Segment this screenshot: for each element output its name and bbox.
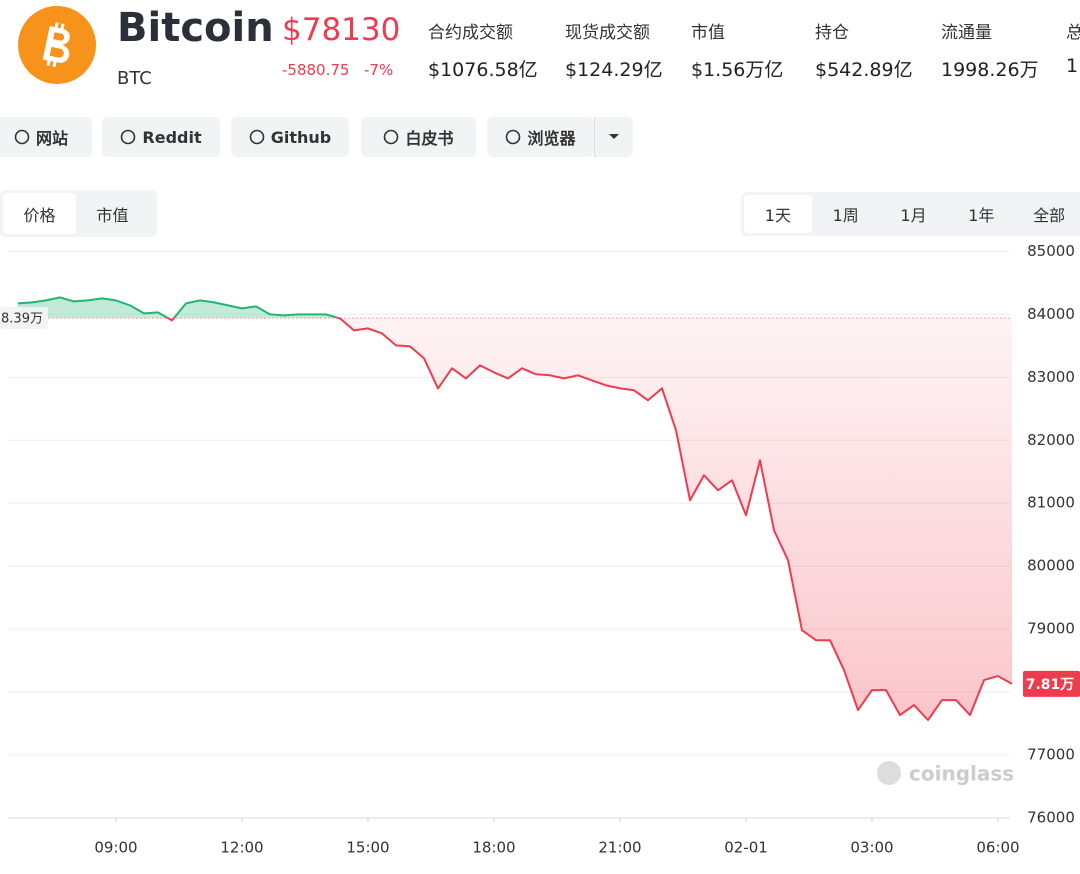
y-tick-label: 79000 xyxy=(1027,620,1075,638)
stat-label: 持仓 xyxy=(815,23,849,43)
watermark-icon xyxy=(877,761,901,785)
y-tick-label: 82000 xyxy=(1027,431,1075,449)
reference-badge xyxy=(0,307,48,330)
stat-value: $1076.58亿 xyxy=(428,59,538,81)
link-icon xyxy=(14,129,30,145)
range-tab[interactable]: 1年 xyxy=(968,206,995,225)
watermark: coinglass xyxy=(909,762,1014,786)
link-label: Github xyxy=(270,127,332,147)
price: $78130 xyxy=(282,12,401,48)
stat-label: 现货成交额 xyxy=(565,23,650,43)
x-tick-label: 12:00 xyxy=(220,839,263,857)
link-button[interactable]: 浏览器 xyxy=(487,117,594,157)
y-tick-label: 77000 xyxy=(1027,746,1075,764)
price-change-pct: -7% xyxy=(364,61,394,79)
x-tick-label: 21:00 xyxy=(598,839,641,857)
y-tick-label: 80000 xyxy=(1027,557,1075,575)
link-button[interactable]: Github xyxy=(231,117,349,157)
stat-value: $1.56万亿 xyxy=(691,59,784,81)
coin-symbol: BTC xyxy=(117,68,152,89)
link-label: 白皮书 xyxy=(405,129,454,148)
last-price-badge xyxy=(1023,670,1080,697)
stat-label: 总 xyxy=(1066,23,1080,43)
range-tab[interactable]: 1周 xyxy=(832,206,859,225)
y-tick-label: 81000 xyxy=(1027,494,1075,512)
stat-value: 1998.26万 xyxy=(941,59,1039,81)
link-icon xyxy=(121,129,136,145)
price-line xyxy=(17,296,1013,721)
link-label: 网站 xyxy=(35,129,68,148)
view-tab[interactable]: 市值 xyxy=(96,205,129,225)
y-tick-label: 84000 xyxy=(1027,305,1075,323)
reference-label: 8.39万 xyxy=(1,312,43,327)
stat-label: 合约成交额 xyxy=(428,23,513,43)
stat-label: 流通量 xyxy=(941,23,992,43)
price-change: -5880.75 xyxy=(282,61,350,79)
link-icon xyxy=(506,129,521,145)
x-tick-label: 15:00 xyxy=(346,839,389,857)
y-tick-label: 83000 xyxy=(1027,368,1075,386)
link-label: 浏览器 xyxy=(527,129,576,148)
link-button[interactable]: 网站 xyxy=(0,117,92,157)
range-tab[interactable]: 全部 xyxy=(1033,206,1066,225)
caret xyxy=(609,134,619,139)
stat-value: $542.89亿 xyxy=(815,59,913,81)
link-icon xyxy=(384,129,399,145)
y-tick-label: 85000 xyxy=(1027,242,1075,260)
area xyxy=(18,297,1012,720)
y-tick-label: 76000 xyxy=(1027,809,1075,827)
range-tab[interactable]: 1月 xyxy=(900,206,927,225)
stat-label: 市值 xyxy=(691,23,725,43)
link-label: Reddit xyxy=(142,127,202,147)
x-tick-label: 06:00 xyxy=(976,839,1019,857)
x-tick-label: 02-01 xyxy=(724,839,768,857)
link-icon xyxy=(249,129,265,145)
x-tick-label: 18:00 xyxy=(472,839,515,857)
stat-value: $124.29亿 xyxy=(565,59,663,81)
range-tabs: 1天 1周 1月 1年 全部 xyxy=(741,192,1080,236)
coin-logo xyxy=(18,6,96,84)
x-tick-label: 03:00 xyxy=(850,839,893,857)
range-tab[interactable]: 1天 xyxy=(744,195,812,233)
link-button[interactable]: 白皮书 xyxy=(361,117,476,157)
view-tab[interactable]: 价格 xyxy=(3,193,76,234)
view-tabs: 价格 市值 xyxy=(0,190,157,237)
x-tick-label: 09:00 xyxy=(94,839,137,857)
coin-name: Bitcoin xyxy=(117,5,274,51)
link-button[interactable]: Reddit xyxy=(102,117,220,157)
dropdown-button[interactable] xyxy=(594,117,633,157)
last-price-label: 7.81万 xyxy=(1026,677,1075,693)
stat-value: 1 xyxy=(1066,55,1079,77)
